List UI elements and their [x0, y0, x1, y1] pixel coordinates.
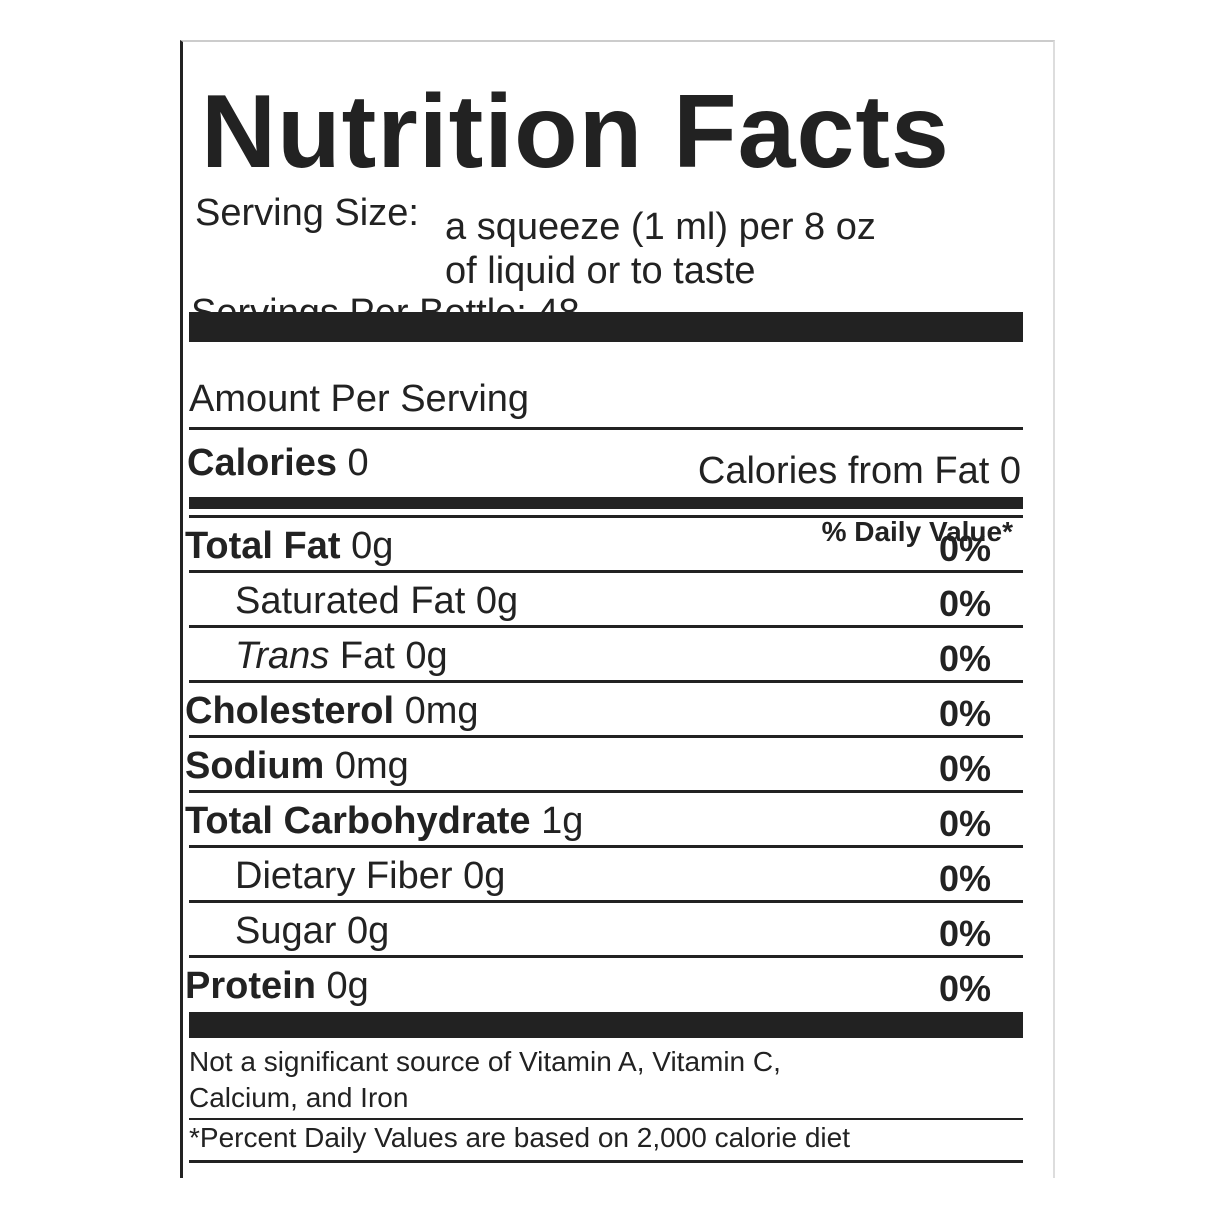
rule — [189, 735, 1023, 738]
nutrient-label: Dietary Fiber — [235, 855, 453, 897]
calories-from-fat: Calories from Fat 0 — [698, 452, 1021, 490]
thick-rule — [189, 312, 1023, 342]
nutrient-amount: 0g — [475, 580, 519, 622]
nutrient-label: Fat — [339, 635, 395, 677]
serving-size: of liquid or to taste — [445, 250, 756, 292]
daily-value: 0% — [938, 638, 991, 679]
nutrient-label: Cholesterol — [185, 690, 395, 732]
rule — [189, 625, 1023, 628]
rule — [189, 570, 1023, 573]
nutrient-row: Sodium 0mg — [185, 747, 409, 785]
rule — [189, 955, 1023, 958]
nutrient-row: Sugar 0g — [235, 912, 389, 950]
nutrient-label: Saturated Fat — [235, 580, 466, 622]
daily-value: 0% — [938, 803, 991, 844]
daily-value: 0% — [938, 913, 991, 954]
nutrient-label: Sodium — [185, 745, 325, 787]
footnote: Calcium, and Iron — [189, 1082, 409, 1113]
serving-size-label: Serving Size: — [195, 192, 419, 234]
nutrient-row: Dietary Fiber 0g — [235, 857, 505, 895]
daily-value-header: % Daily Value* — [821, 516, 1013, 547]
daily-value: 0% — [938, 858, 991, 899]
title: Nutrition Facts — [201, 74, 950, 190]
nutrient-row: Protein 0g — [185, 967, 369, 1005]
nutrient-label: Total Fat — [185, 525, 341, 567]
nutrient-amount: 0mg — [334, 745, 409, 787]
calories: Calories 0 — [187, 444, 369, 482]
rule — [189, 515, 1023, 518]
nutrient-amount: 0g — [463, 855, 506, 897]
nutrient-amount: 0g — [405, 635, 448, 677]
nutrient-label-italic: Trans — [235, 635, 330, 677]
rule — [189, 1118, 1023, 1120]
calories-from-fat-label: Calories from Fat — [697, 450, 990, 492]
calories-value: 0 — [347, 442, 369, 484]
nutrient-label: Protein — [185, 965, 316, 1007]
nutrient-row: Saturated Fat 0g — [235, 582, 518, 620]
nutrient-amount: 1g — [541, 800, 584, 842]
nutrient-row: Total Fat 0g — [185, 527, 393, 565]
rule — [189, 427, 1023, 430]
calories-label: Calories — [187, 442, 337, 484]
thick-rule — [189, 1012, 1023, 1038]
rule — [189, 845, 1023, 848]
nutrition-label: Nutrition Facts Serving Size: a squeeze … — [180, 40, 1055, 1178]
calories-from-fat-value: 0 — [999, 450, 1021, 492]
medium-rule — [189, 497, 1023, 509]
footnote: Not a significant source of Vitamin A, V… — [189, 1046, 781, 1077]
nutrient-amount: 0g — [351, 525, 394, 567]
nutrient-row: Cholesterol 0mg — [185, 692, 479, 730]
amount-per-serving: Amount Per Serving — [189, 378, 530, 420]
nutrient-amount: 0g — [326, 965, 369, 1007]
footnote: *Percent Daily Values are based on 2,000… — [189, 1122, 850, 1153]
rule — [189, 790, 1023, 793]
daily-value: 0% — [938, 748, 991, 789]
nutrient-row: Total Carbohydrate 1g — [185, 802, 583, 840]
nutrient-amount: 0mg — [404, 690, 479, 732]
nutrient-label: Total Carbohydrate — [185, 800, 531, 842]
nutrient-row: Trans Fat 0g — [235, 637, 448, 675]
daily-value: 0% — [938, 528, 991, 569]
rule — [189, 900, 1023, 903]
daily-value: 0% — [938, 693, 991, 734]
nutrient-label: Sugar — [235, 910, 337, 952]
daily-value: 0% — [938, 583, 991, 624]
serving-size: a squeeze (1 ml) per 8 oz — [445, 206, 876, 248]
daily-value: 0% — [938, 968, 991, 1009]
rule — [189, 1160, 1023, 1163]
rule — [189, 680, 1023, 683]
nutrient-amount: 0g — [346, 910, 390, 952]
